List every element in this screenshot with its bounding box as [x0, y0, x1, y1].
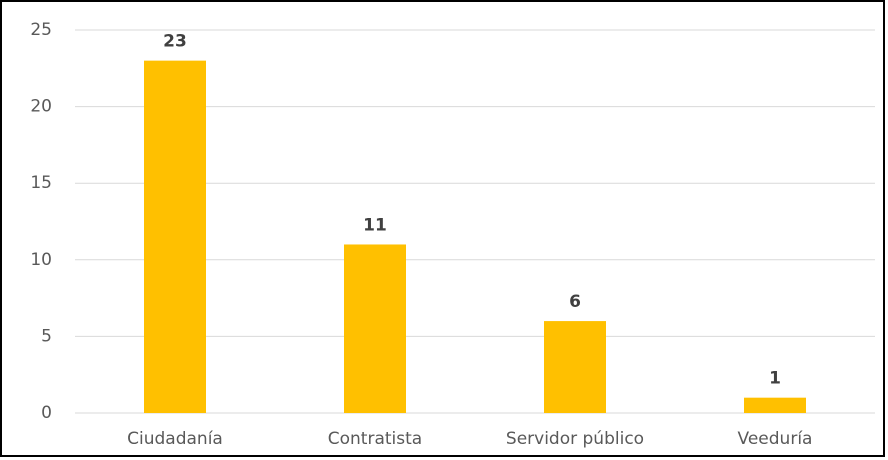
data-label: 23 — [163, 32, 187, 52]
x-tick-label: Veeduría — [738, 429, 813, 449]
bar — [744, 397, 806, 413]
data-label: 11 — [363, 215, 387, 235]
y-tick-label: 15 — [30, 173, 52, 193]
bar — [344, 244, 406, 413]
y-tick-label: 0 — [41, 403, 52, 423]
data-label: 1 — [769, 369, 781, 389]
y-tick-label: 10 — [30, 250, 52, 270]
x-tick-label: Contratista — [328, 429, 422, 449]
y-tick-label: 5 — [41, 326, 52, 346]
bar — [144, 60, 206, 413]
x-tick-label: Servidor público — [506, 429, 644, 449]
y-tick-label: 25 — [30, 20, 52, 40]
y-tick-label: 20 — [30, 97, 52, 117]
x-tick-label: Ciudadanía — [127, 429, 223, 449]
data-label: 6 — [569, 292, 581, 312]
bar — [544, 321, 606, 413]
